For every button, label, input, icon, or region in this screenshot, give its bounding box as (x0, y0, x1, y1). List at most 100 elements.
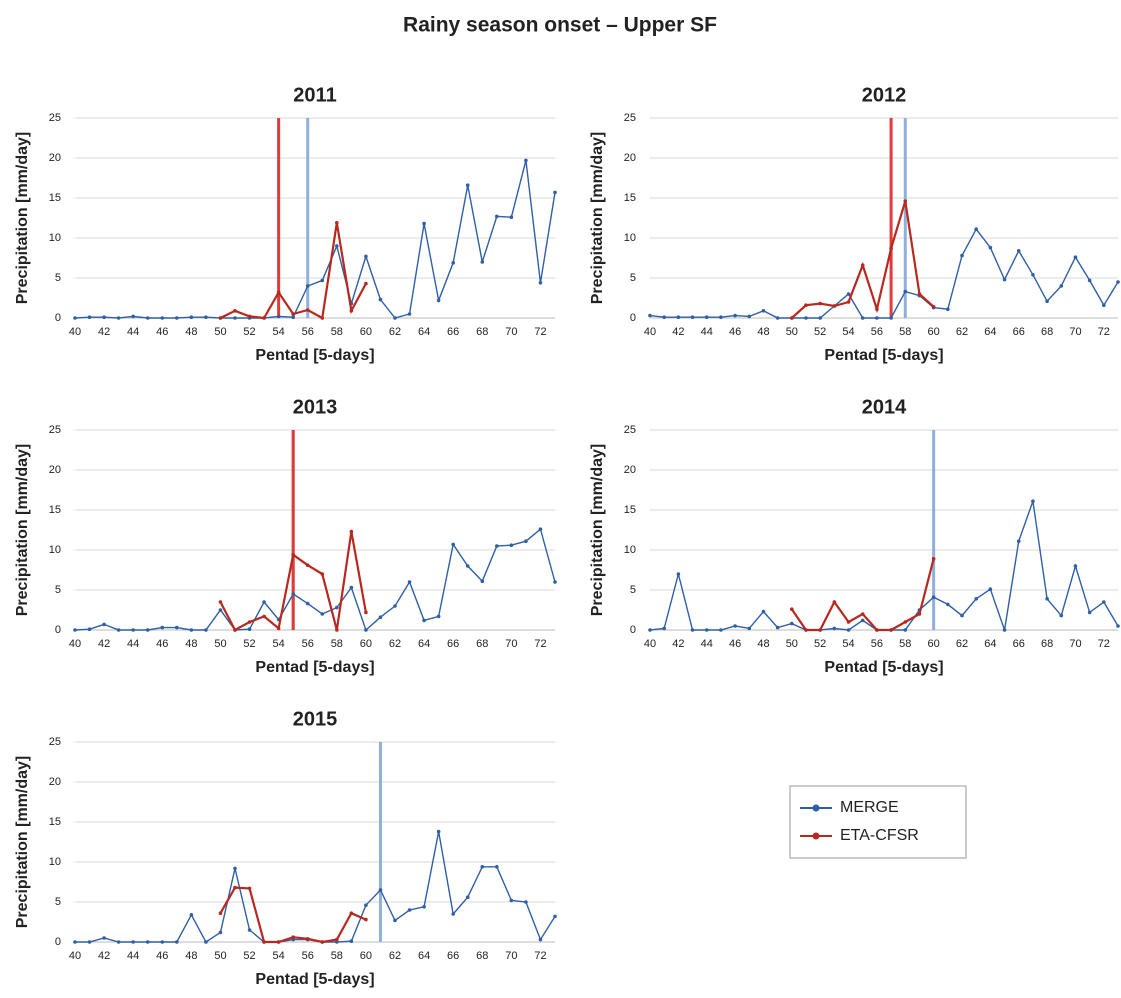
data-point (846, 292, 851, 296)
x-tick-label: 50 (786, 326, 798, 338)
legend-marker (812, 804, 820, 812)
figure-title: Rainy season onset – Upper SF (403, 14, 717, 37)
data-point (860, 612, 865, 616)
data-point (262, 316, 266, 320)
data-point (495, 214, 499, 219)
data-point (87, 940, 92, 944)
x-tick-label: 46 (156, 326, 168, 338)
data-point (889, 628, 893, 632)
data-point (233, 885, 237, 890)
data-point (832, 600, 837, 604)
data-point (846, 300, 851, 304)
data-point (102, 936, 106, 940)
data-point (790, 607, 794, 611)
data-point (804, 303, 808, 308)
data-point (860, 316, 865, 320)
x-tick-label: 48 (757, 638, 769, 650)
data-point (247, 928, 252, 932)
data-point (349, 911, 354, 915)
data-point (291, 935, 295, 939)
data-point (189, 315, 194, 320)
x-tick-label: 64 (984, 638, 996, 650)
data-point (931, 595, 936, 599)
y-tick-label: 10 (624, 544, 636, 556)
data-point (719, 315, 723, 320)
data-point (73, 316, 77, 320)
x-tick-label: 48 (185, 638, 197, 650)
data-point (378, 888, 383, 892)
data-point (509, 215, 514, 219)
data-point (1087, 610, 1092, 615)
data-point (538, 281, 543, 285)
data-point (860, 618, 865, 623)
x-tick-label: 44 (127, 950, 139, 962)
data-point (145, 628, 150, 632)
x-tick-label: 50 (214, 638, 226, 650)
data-point (903, 289, 908, 294)
data-point (233, 628, 237, 632)
data-point (804, 316, 808, 320)
y-tick-label: 10 (49, 856, 61, 868)
y-tick-label: 15 (49, 504, 61, 516)
data-point (335, 628, 339, 632)
data-point (102, 315, 106, 320)
data-point (218, 600, 223, 604)
x-tick-label: 58 (899, 638, 911, 650)
data-point (393, 316, 397, 320)
x-tick-label: 54 (273, 638, 285, 650)
data-point (102, 622, 106, 627)
data-point (917, 292, 922, 296)
y-tick-label: 20 (49, 152, 61, 164)
data-point (364, 281, 368, 286)
y-axis-label: Precipitation [mm/day] (589, 444, 606, 616)
data-point (320, 612, 325, 616)
x-tick-label: 42 (98, 638, 110, 650)
data-point (903, 620, 908, 624)
data-point (790, 621, 794, 626)
data-point (233, 316, 237, 320)
x-tick-label: 46 (729, 638, 741, 650)
data-point (145, 940, 150, 944)
data-point (436, 298, 441, 303)
data-point (495, 865, 499, 869)
x-tick-label: 56 (302, 326, 314, 338)
data-point (160, 625, 165, 630)
data-point (276, 314, 281, 319)
data-point (291, 592, 295, 596)
panel-title: 2015 (293, 708, 338, 730)
x-axis-label: Pentad [5-days] (824, 347, 943, 364)
data-point (349, 529, 354, 534)
data-point (676, 572, 681, 576)
data-point (320, 278, 325, 283)
x-tick-label: 52 (243, 638, 255, 650)
data-point (733, 624, 737, 628)
x-tick-label: 40 (644, 326, 656, 338)
data-point (538, 937, 543, 942)
data-point (860, 263, 865, 268)
data-point (422, 905, 426, 909)
data-point (189, 628, 194, 632)
data-point (960, 253, 964, 258)
data-point (87, 627, 92, 631)
data-point (1116, 280, 1120, 284)
data-point (761, 609, 766, 614)
data-point (436, 614, 441, 619)
x-tick-label: 64 (418, 950, 430, 962)
data-point (218, 930, 223, 935)
panel-title: 2011 (293, 84, 336, 106)
data-point (846, 628, 851, 632)
y-tick-label: 25 (624, 424, 636, 436)
y-axis-label: Precipitation [mm/day] (14, 132, 31, 304)
data-point (747, 314, 752, 319)
data-point (116, 628, 121, 632)
data-point (676, 315, 681, 320)
x-tick-label: 56 (871, 638, 883, 650)
x-tick-label: 64 (984, 326, 996, 338)
data-point (305, 601, 310, 606)
x-tick-label: 48 (757, 326, 769, 338)
x-tick-label: 40 (644, 638, 656, 650)
data-point (204, 940, 208, 944)
x-tick-label: 58 (899, 326, 911, 338)
data-point (262, 614, 266, 619)
